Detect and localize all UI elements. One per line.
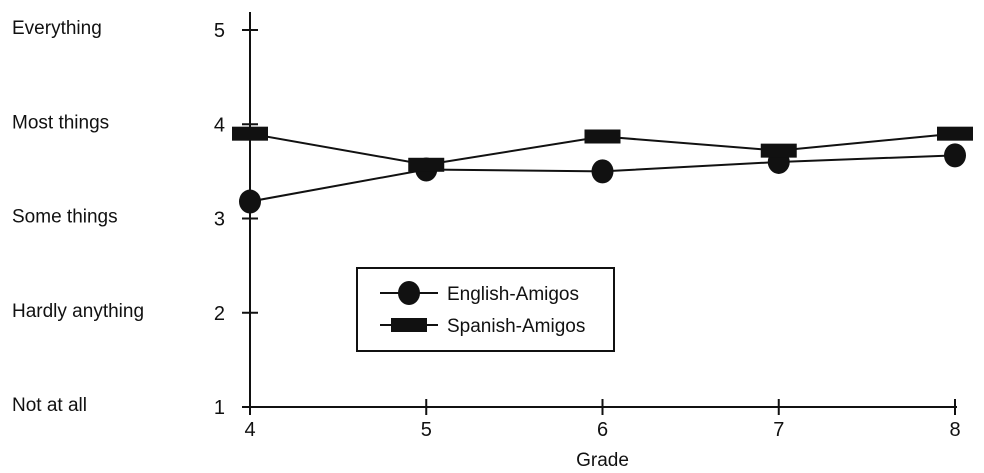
legend-label: English-Amigos: [447, 284, 579, 305]
y-tick-label: 5: [214, 20, 225, 42]
y-tick-label: 3: [214, 209, 225, 231]
data-point: [944, 143, 966, 168]
legend-marker: [391, 318, 427, 332]
x-axis-ticks: 4 5 6 7 8: [244, 399, 961, 441]
series-english-amigos: [239, 143, 966, 214]
legend: English-Amigos Spanish-Amigos: [356, 267, 615, 352]
y-axis-ticks: 1 2 3 4 5: [214, 20, 258, 419]
y-tick-label: 4: [214, 114, 225, 136]
x-tick-label: 5: [421, 419, 432, 441]
x-tick-label: 6: [597, 419, 608, 441]
data-point: [232, 126, 268, 141]
series-spanish-amigos: [232, 126, 973, 172]
x-tick-label: 7: [773, 419, 784, 441]
y-category-label: Everything: [12, 18, 102, 39]
legend-label: Spanish-Amigos: [447, 316, 585, 337]
y-category-label: Some things: [12, 207, 118, 228]
data-point: [584, 129, 621, 144]
data-point: [239, 189, 261, 214]
y-category-label: Not at all: [12, 395, 87, 416]
x-tick-label: 4: [244, 419, 255, 441]
x-tick-label: 8: [949, 419, 960, 441]
legend-box: [356, 267, 615, 352]
data-point: [591, 159, 614, 184]
y-tick-label: 2: [214, 303, 225, 325]
y-category-labels: Not at all Hardly anything Some things Most…: [12, 18, 144, 416]
y-tick-label: 1: [214, 397, 225, 419]
data-point: [408, 157, 445, 172]
legend-marker: [398, 281, 420, 305]
data-point: [937, 126, 973, 141]
series-layer: [232, 126, 973, 214]
y-category-label: Hardly anything: [12, 301, 144, 322]
x-axis-label: Grade: [576, 450, 629, 471]
data-point: [760, 143, 797, 158]
y-category-label: Most things: [12, 112, 109, 133]
